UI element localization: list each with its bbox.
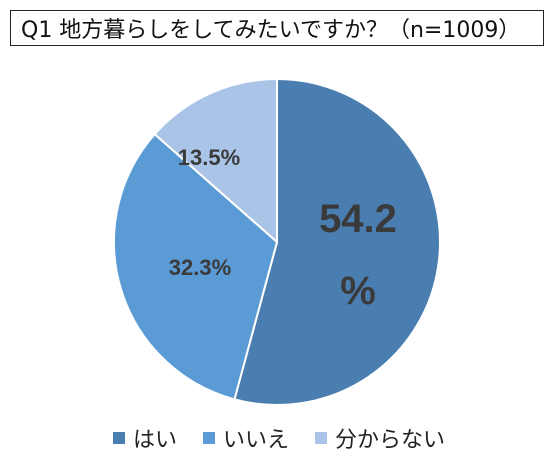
legend-swatch-unknown: [315, 432, 327, 444]
slice-unknown: [153, 77, 278, 245]
legend-label-no: いいえ: [222, 428, 289, 453]
slice-label-yes: 54.2%: [319, 197, 397, 313]
chart-title: Q1 地方暮らしをしてみたいですか？（n=1009）: [10, 10, 544, 46]
slice-label-no: 32.3%: [169, 255, 231, 280]
pie-slices: [113, 77, 441, 406]
slice-yes: [233, 77, 441, 406]
legend-item-unknown: 分からない: [315, 422, 445, 454]
legend-label-unknown: 分からない: [335, 428, 446, 453]
slice-no: [113, 132, 279, 401]
legend-label-yes: はい: [132, 428, 177, 453]
legend: はい いいえ 分からない: [0, 420, 558, 456]
pie-labels: 54.2 % 32.3% 13.5%: [169, 145, 397, 313]
legend-item-no: いいえ: [202, 422, 289, 454]
legend-swatch-yes: [112, 432, 125, 444]
legend-item-yes: はい: [112, 422, 177, 454]
legend-swatch-no: [202, 432, 215, 444]
slice-label-unknown: 13.5%: [178, 145, 240, 170]
